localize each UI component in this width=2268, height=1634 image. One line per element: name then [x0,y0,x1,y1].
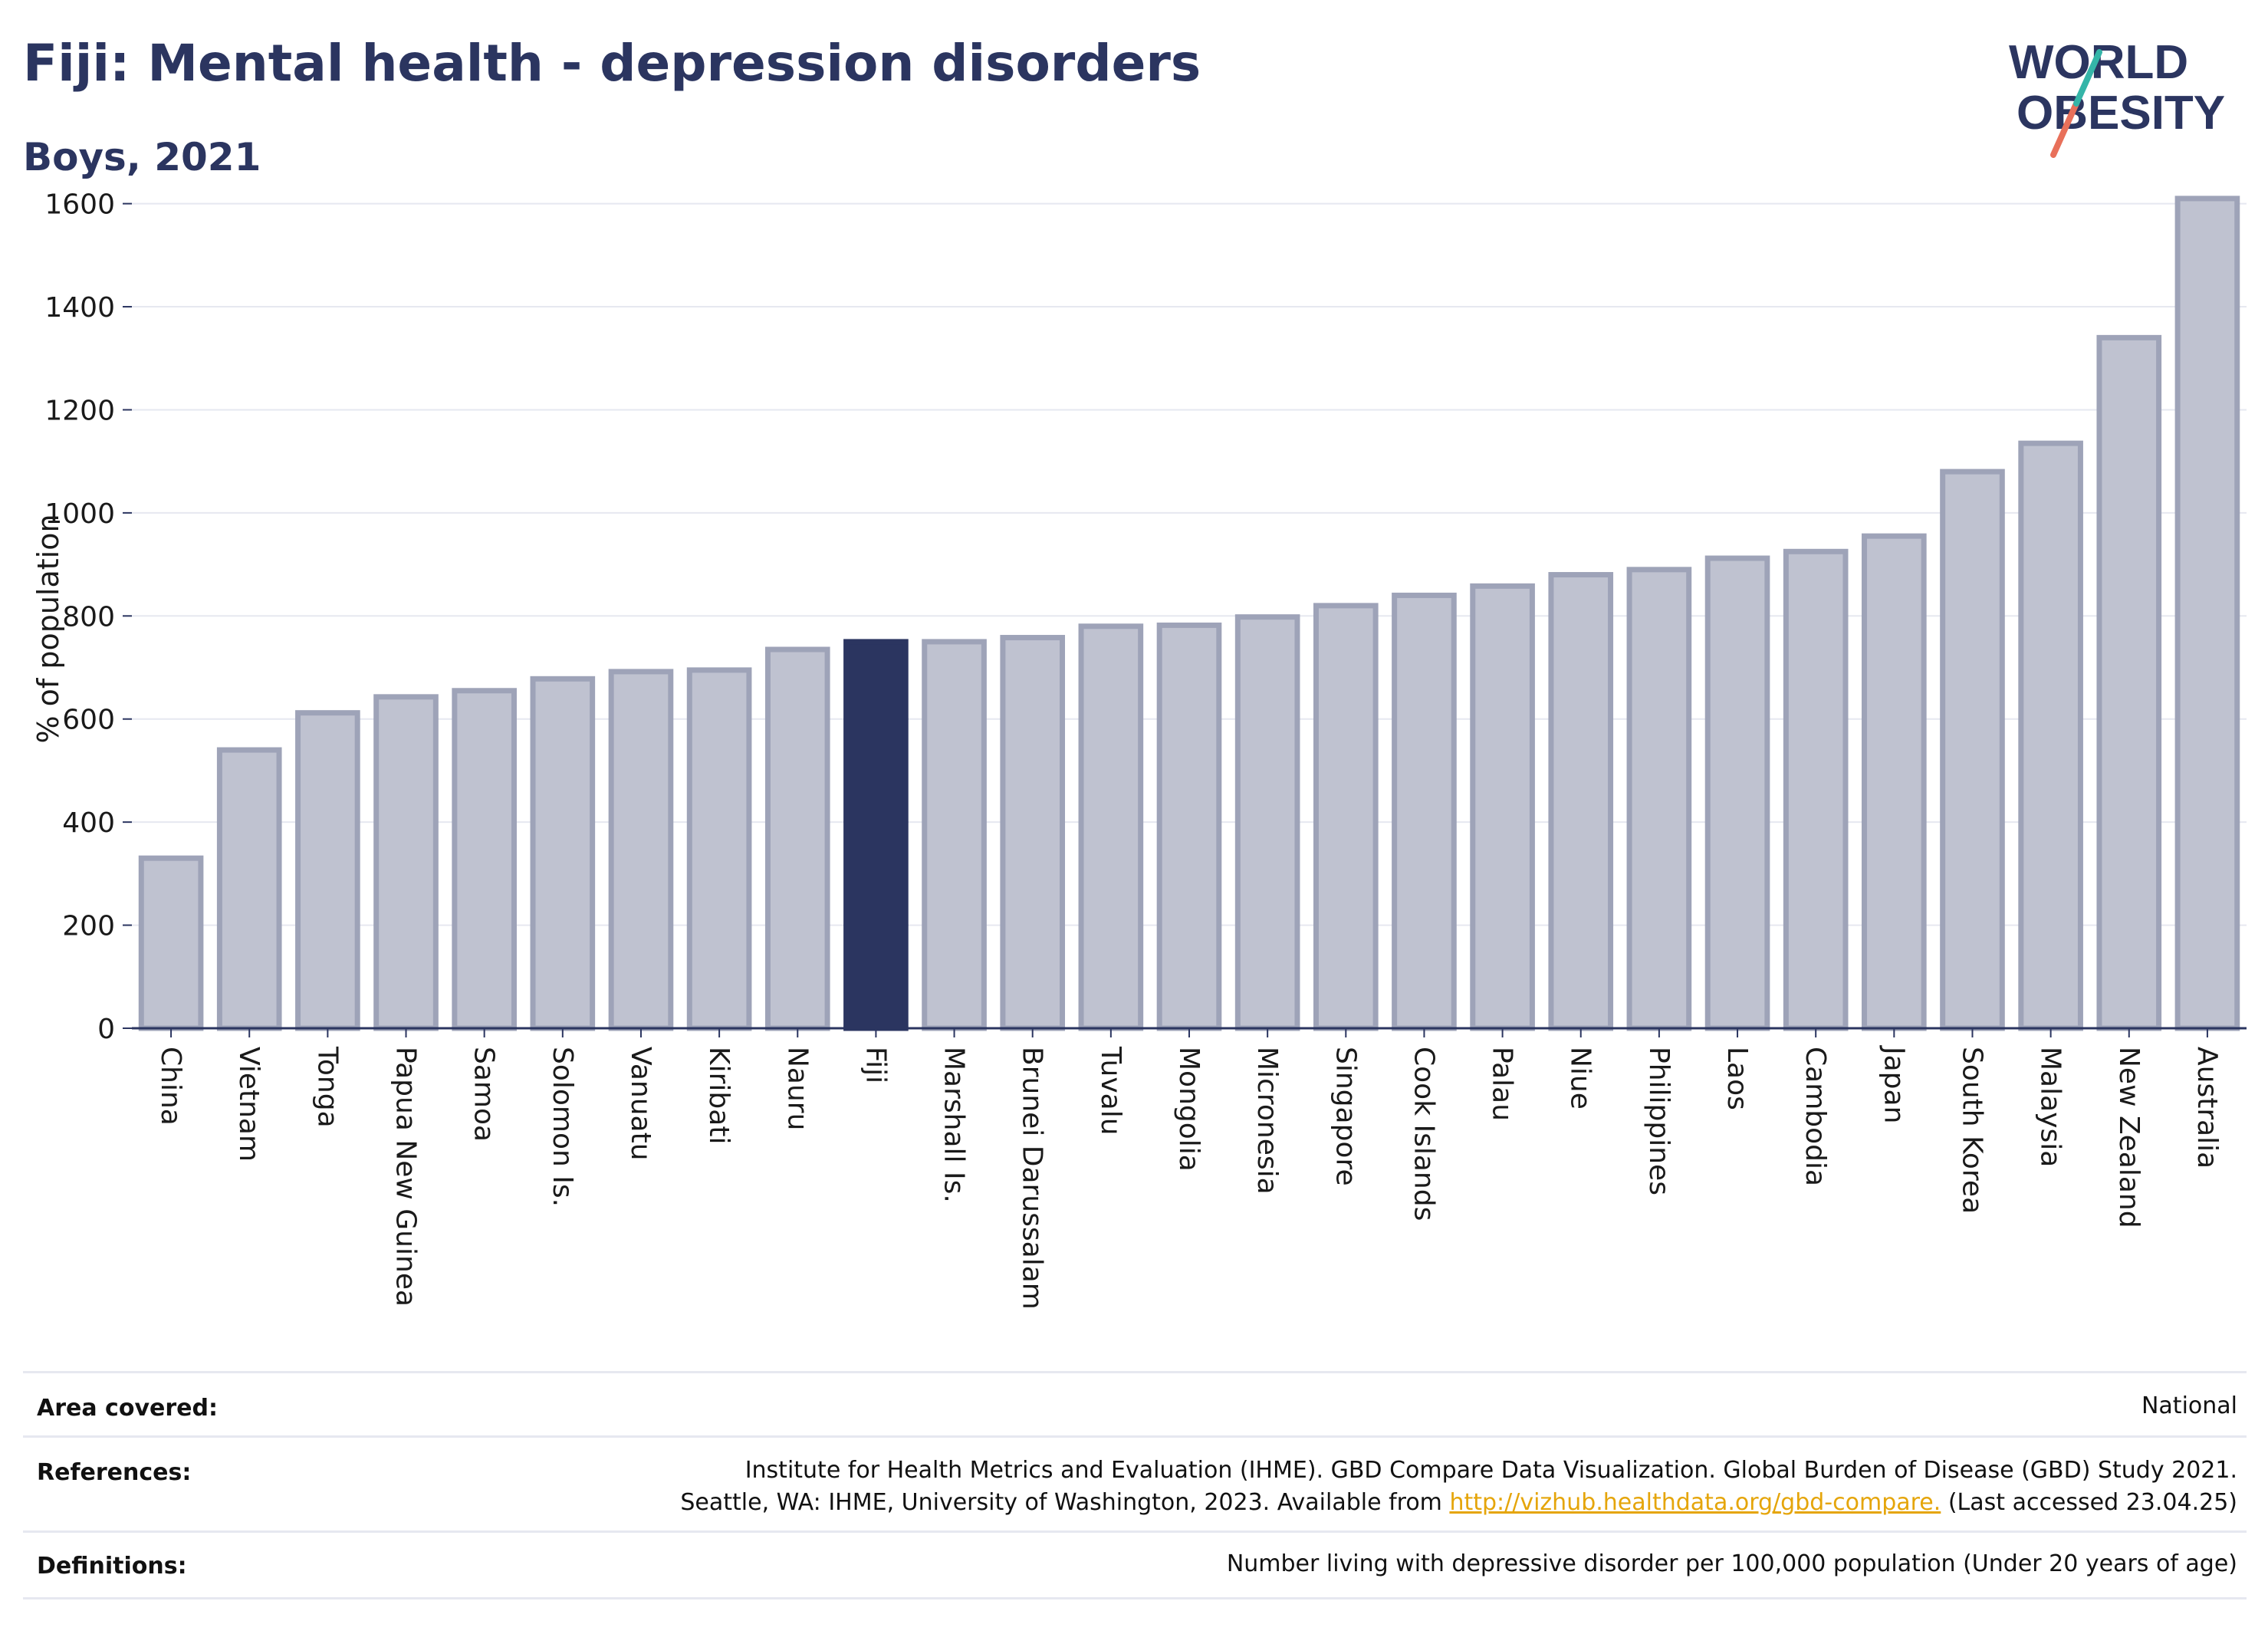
x-tick-label: Kiribati [703,1047,735,1144]
bar-south-korea[interactable] [1940,469,2005,1031]
bar-new-zealand[interactable] [2096,334,2162,1031]
bar-tuvalu[interactable] [1078,623,1144,1031]
bar-tonga[interactable] [295,710,360,1031]
x-tick-label: Philippines [1643,1047,1675,1195]
x-tick-label: Brunei Darussalam [1017,1047,1048,1310]
footer-area-row: Area covered: National [23,1371,2247,1438]
bar-fiji[interactable] [843,639,909,1031]
bar-marshall-is[interactable] [922,639,987,1031]
y-tick-label: 400 [62,807,115,839]
bar-vanuatu[interactable] [608,669,674,1031]
references-label: References: [37,1459,192,1486]
bar-vietnam[interactable] [216,747,282,1031]
x-tick-label: Japan [1878,1045,1909,1123]
x-tick-label: Malaysia [2035,1047,2066,1167]
bar-cambodia[interactable] [1783,548,1849,1031]
logo-obesity-text: OBESITY [2017,87,2225,140]
bar-australia[interactable] [2174,196,2240,1031]
x-tick-label: Fiji [860,1047,891,1083]
world-obesity-logo: WORLD OBESITY [2009,36,2225,158]
y-tick-label: 800 [62,601,115,633]
x-tick-label: South Korea [1956,1047,1987,1214]
x-tick-label: Samoa [468,1047,500,1142]
y-tick-label: 200 [62,911,115,942]
x-tick-label: New Zealand [2113,1047,2145,1228]
bar-china[interactable] [138,855,204,1031]
x-tick-label: Vietnam [233,1047,265,1162]
y-tick-label: 1600 [44,189,115,221]
bar-japan[interactable] [1862,533,1927,1031]
y-tick-label: 1000 [44,498,115,530]
x-tick-label: Niue [1565,1047,1596,1110]
x-tick-label: Marshall Is. [938,1047,970,1203]
bar-nauru[interactable] [764,646,830,1031]
x-tick-label: Australia [2191,1047,2223,1169]
x-tick-label: Cambodia [1800,1047,1831,1186]
x-tick-label: China [155,1047,186,1126]
footer-definitions-row: Definitions: Number living with depressi… [23,1530,2247,1599]
footer-references-row: References: Institute for Health Metrics… [23,1435,2247,1533]
area-covered-label: Area covered: [37,1395,218,1422]
x-tick-label: Solomon Is. [547,1047,578,1207]
logo-world-text: WORLD [2009,36,2188,89]
y-axis-label: % of population [31,514,65,743]
x-tick-label: Papua New Guinea [390,1047,422,1307]
references-line-2: Seattle, WA: IHME, University of Washing… [680,1487,2237,1519]
x-tick-label: Cook Islands [1408,1047,1439,1221]
y-tick-label: 600 [62,705,115,736]
area-covered-value: National [2141,1392,2237,1419]
bar-samoa[interactable] [452,688,517,1031]
references-link[interactable]: http://vizhub.healthdata.org/gbd-compare… [1449,1489,1941,1516]
bar-malaysia[interactable] [2018,440,2083,1031]
axes: 0 200 400 600 800 1000 1200 1400 1600 China Vietna… [44,189,2247,1310]
bar-philippines[interactable] [1626,567,1692,1031]
bar-papua-new-guinea[interactable] [373,694,439,1031]
bar-brunei-darussalam[interactable] [1000,635,1066,1031]
bar-chart: 0 200 400 600 800 1000 1200 1400 1600 China Vietna… [31,189,2247,1310]
x-tick-label: Mongolia [1173,1047,1205,1172]
references-value: Institute for Health Metrics and Evaluat… [680,1455,2237,1519]
chart-title: Fiji: Mental health - depression disorde… [23,34,1201,93]
y-tick-label: 0 [97,1014,115,1045]
x-tick-label: Vanuatu [625,1047,656,1161]
y-tick-label: 1200 [44,395,115,426]
x-tick-label: Micronesia [1251,1047,1283,1195]
bar-micronesia[interactable] [1234,614,1300,1031]
x-tick-label: Tuvalu [1095,1046,1126,1136]
references-line-1: Institute for Health Metrics and Evaluat… [744,1457,2237,1484]
references-line-2-prefix: Seattle, WA: IHME, University of Washing… [680,1489,1450,1516]
bar-cook-islands[interactable] [1392,592,1457,1031]
bar-singapore[interactable] [1313,603,1379,1031]
x-tick-label: Nauru [781,1047,813,1130]
references-line-2-suffix: (Last accessed 23.04.25) [1941,1489,2237,1516]
definitions-label: Definitions: [37,1553,187,1580]
bar-palau[interactable] [1470,583,1535,1031]
bar-niue[interactable] [1548,572,1614,1031]
bar-mongolia[interactable] [1156,622,1222,1031]
x-tick-label: Palau [1487,1047,1518,1121]
bars [138,196,2240,1031]
bar-laos[interactable] [1704,555,1770,1031]
x-tick-label: Tonga [311,1046,343,1128]
bar-solomon-is[interactable] [530,676,596,1031]
bar-kiribati[interactable] [686,667,752,1031]
x-tick-label: Singapore [1330,1047,1361,1186]
chart-subtitle: Boys, 2021 [23,135,261,179]
y-tick-label: 1400 [44,292,115,324]
x-tick-label: Laos [1721,1047,1753,1110]
definitions-value: Number living with depressive disorder p… [1226,1550,2237,1577]
